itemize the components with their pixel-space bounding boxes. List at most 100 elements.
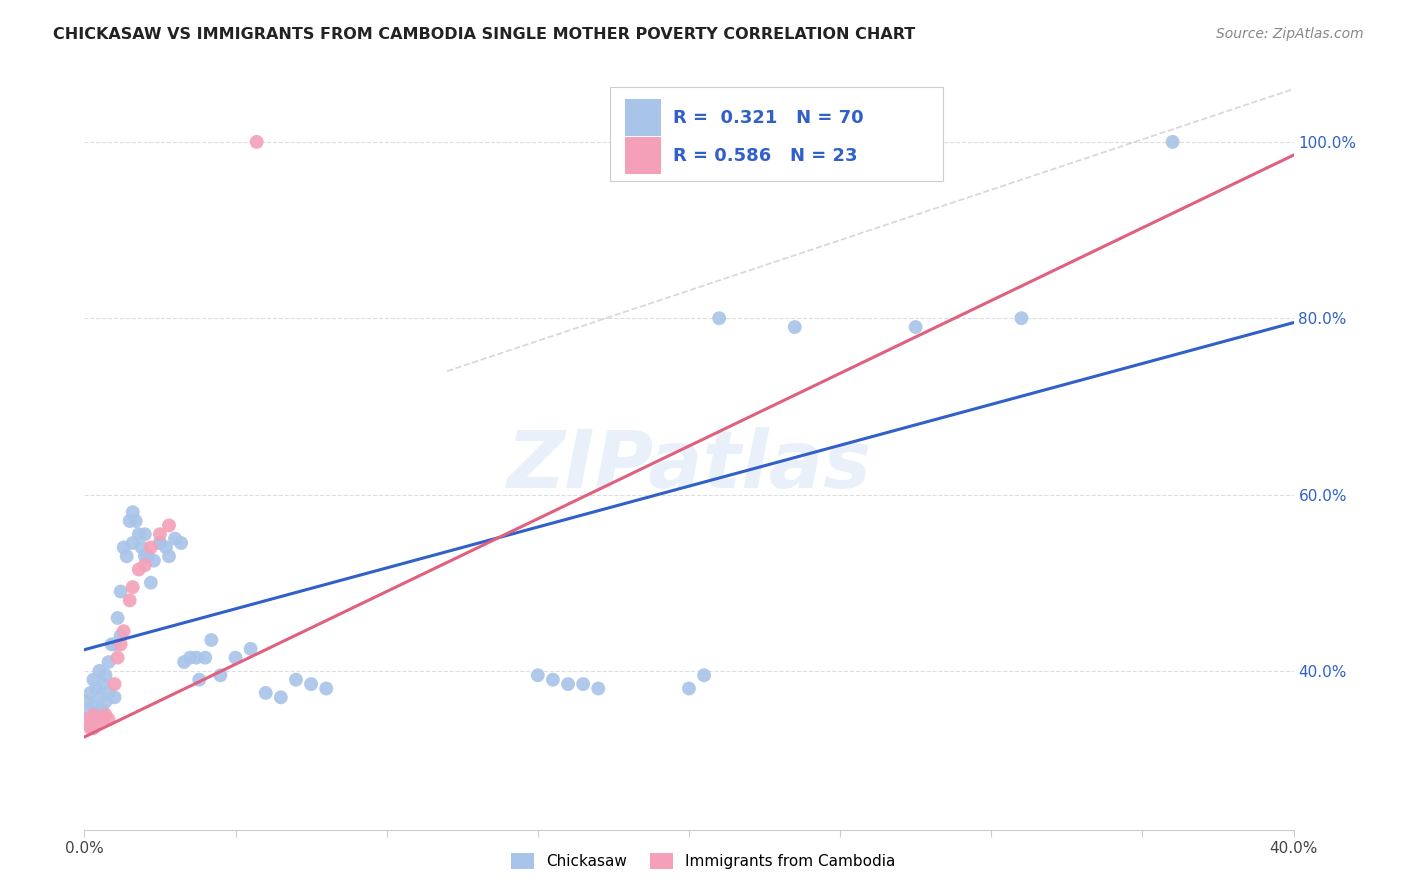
Point — [110, 629, 132, 643]
Point — [104, 677, 127, 691]
Point — [315, 681, 337, 696]
Point — [134, 527, 156, 541]
Point — [94, 708, 117, 723]
Point — [79, 721, 101, 735]
Point — [82, 721, 104, 735]
Point — [121, 536, 143, 550]
Point — [1161, 135, 1184, 149]
Point — [1011, 311, 1033, 326]
Point — [783, 320, 806, 334]
Point — [149, 536, 172, 550]
Point — [170, 536, 193, 550]
Text: Source: ZipAtlas.com: Source: ZipAtlas.com — [1216, 27, 1364, 41]
Point — [693, 668, 716, 682]
Point — [128, 527, 150, 541]
Point — [79, 686, 101, 700]
Point — [709, 311, 731, 326]
Point — [82, 699, 104, 714]
Point — [107, 650, 129, 665]
Point — [134, 549, 156, 564]
Legend: Chickasaw, Immigrants from Cambodia: Chickasaw, Immigrants from Cambodia — [505, 847, 901, 875]
Point — [91, 704, 114, 718]
Point — [299, 677, 322, 691]
Point — [179, 650, 201, 665]
Point — [121, 505, 143, 519]
Point — [188, 673, 211, 687]
Point — [557, 677, 579, 691]
Point — [104, 637, 127, 651]
Point — [139, 575, 162, 590]
Text: R =  0.321   N = 70: R = 0.321 N = 70 — [673, 109, 863, 127]
Point — [139, 541, 162, 555]
Text: ZIPatlas: ZIPatlas — [506, 426, 872, 505]
Point — [254, 686, 277, 700]
Point — [209, 668, 232, 682]
Point — [678, 681, 700, 696]
Point — [157, 518, 180, 533]
Point — [86, 716, 108, 731]
Point — [82, 673, 104, 687]
Point — [76, 712, 98, 726]
Point — [112, 541, 135, 555]
Point — [165, 532, 187, 546]
Point — [82, 712, 104, 726]
Point — [155, 541, 177, 555]
Point — [173, 655, 195, 669]
FancyBboxPatch shape — [610, 87, 943, 181]
Point — [91, 712, 114, 726]
Point — [225, 650, 247, 665]
Text: R = 0.586   N = 23: R = 0.586 N = 23 — [673, 146, 858, 164]
Point — [94, 668, 117, 682]
Point — [82, 708, 104, 723]
Point — [76, 712, 98, 726]
Point — [79, 704, 101, 718]
Point — [799, 135, 821, 149]
Point — [194, 650, 217, 665]
Point — [118, 593, 141, 607]
Text: CHICKASAW VS IMMIGRANTS FROM CAMBODIA SINGLE MOTHER POVERTY CORRELATION CHART: CHICKASAW VS IMMIGRANTS FROM CAMBODIA SI… — [53, 27, 915, 42]
Point — [112, 624, 135, 639]
Point — [588, 681, 610, 696]
Point — [76, 716, 98, 731]
Point — [104, 690, 127, 705]
Point — [239, 641, 262, 656]
Point — [149, 536, 172, 550]
Point — [110, 637, 132, 651]
Point — [110, 584, 132, 599]
Point — [89, 664, 111, 678]
Point — [142, 554, 165, 568]
Point — [97, 655, 120, 669]
Point — [94, 695, 117, 709]
Point — [125, 514, 148, 528]
Point — [131, 541, 153, 555]
Point — [97, 712, 120, 726]
Point — [107, 611, 129, 625]
Point — [285, 673, 308, 687]
Point — [86, 708, 108, 723]
Point — [89, 704, 111, 718]
Point — [91, 677, 114, 691]
Point — [200, 633, 222, 648]
Bar — [624, 137, 661, 174]
Point — [246, 135, 269, 149]
Point — [136, 549, 159, 564]
Point — [97, 686, 120, 700]
Point — [270, 690, 292, 705]
Point — [527, 668, 550, 682]
Point — [128, 562, 150, 576]
Point — [904, 320, 927, 334]
Bar — [624, 99, 661, 136]
Point — [121, 580, 143, 594]
Point — [186, 650, 208, 665]
Point — [149, 527, 172, 541]
Point — [100, 637, 122, 651]
Point — [89, 712, 111, 726]
Point — [541, 673, 564, 687]
Point — [157, 549, 180, 564]
Point — [118, 514, 141, 528]
Point — [115, 549, 138, 564]
Point — [89, 690, 111, 705]
Point — [79, 712, 101, 726]
Point — [572, 677, 595, 691]
Point — [134, 558, 156, 572]
